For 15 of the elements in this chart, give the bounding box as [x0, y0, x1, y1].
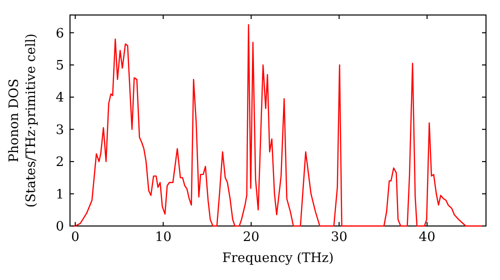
- y-tick-label: 0: [56, 220, 64, 235]
- y-tick-label: 4: [56, 90, 64, 106]
- x-axis-title: Frequency (THz): [222, 251, 334, 266]
- y-tick-label: 1: [56, 187, 64, 202]
- line-series: [72, 24, 484, 227]
- y-axis-title: Phonon DOS (States/THz·primitive cell): [7, 33, 39, 208]
- y-tick-label: 5: [56, 58, 64, 74]
- x-tick-label: 40: [418, 230, 436, 245]
- x-tick-label: 0: [71, 230, 80, 245]
- x-tick-label: 20: [242, 230, 260, 245]
- x-tick-label: 10: [154, 230, 172, 245]
- y-tick-label: 2: [56, 155, 64, 170]
- x-tick-label: 30: [330, 230, 348, 245]
- y-tick-label: 3: [56, 122, 64, 138]
- y-tick-label: 6: [56, 26, 64, 42]
